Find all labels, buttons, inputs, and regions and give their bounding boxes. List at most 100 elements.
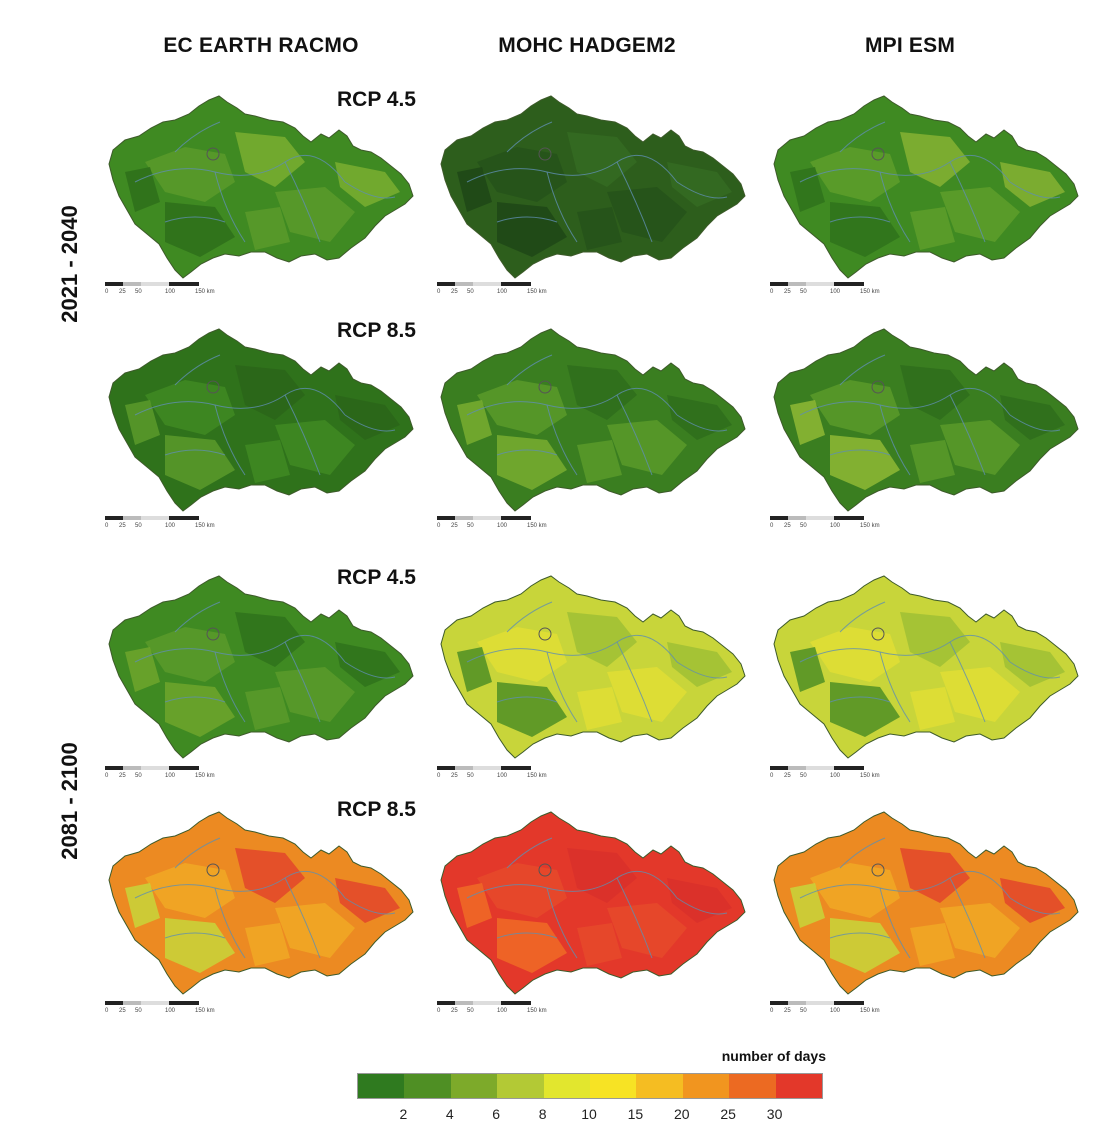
scale-bar: 0 25 50 100 150 km <box>437 282 577 302</box>
river-line <box>344 414 396 432</box>
scale-bar: 0 25 50 100 150 km <box>437 766 577 786</box>
scale-bar-label: 150 km <box>860 523 880 529</box>
value-region <box>940 420 1020 475</box>
scale-bar-label: 100 <box>497 289 508 295</box>
scale-bar-segment <box>770 766 788 770</box>
scale-bar-segment <box>105 766 123 770</box>
value-region <box>577 440 622 483</box>
value-region <box>235 612 305 667</box>
scale-bar-label: 100 <box>165 773 176 779</box>
value-region <box>497 435 567 490</box>
czech-map-svg <box>108 575 414 759</box>
scale-bar-label: 0 <box>770 289 774 295</box>
river-line <box>344 661 396 679</box>
scale-bar-segment <box>437 766 455 770</box>
river-line <box>214 171 246 243</box>
value-region <box>165 918 235 973</box>
value-region <box>335 878 400 923</box>
scale-bar-segment <box>788 516 806 520</box>
river-line <box>546 651 578 723</box>
value-region <box>245 687 290 730</box>
river-line <box>949 161 986 243</box>
value-region <box>245 440 290 483</box>
river-line <box>174 837 221 869</box>
value-region <box>497 918 567 973</box>
czech-map-svg <box>773 575 1079 759</box>
river-line <box>284 641 321 723</box>
scale-bar-label: 150 km <box>195 289 215 295</box>
value-region <box>567 132 637 187</box>
value-region <box>235 365 305 420</box>
river-line <box>466 870 678 899</box>
scale-bar-label: 25 <box>119 773 126 779</box>
river-line <box>506 837 553 869</box>
scale-bar-label: 50 <box>800 289 807 295</box>
border-line <box>773 95 1079 279</box>
city-marker <box>206 627 220 641</box>
city-marker <box>206 147 220 161</box>
value-region <box>910 923 955 966</box>
value-region <box>667 642 732 687</box>
scale-bar-label: 25 <box>119 1008 126 1014</box>
value-region <box>457 400 492 445</box>
river-line <box>164 932 226 939</box>
city-marker <box>871 627 885 641</box>
river-line <box>506 121 553 153</box>
legend-swatch <box>450 1074 498 1098</box>
river-line <box>496 216 558 223</box>
czech-map-svg <box>108 328 414 512</box>
river-line <box>214 404 246 476</box>
value-region <box>567 365 637 420</box>
scale-bar-segment <box>788 1001 806 1005</box>
river-line <box>829 932 891 939</box>
river-line <box>676 897 728 915</box>
czech-map-svg <box>440 811 746 995</box>
value-region <box>145 627 235 682</box>
map-1-1 <box>105 92 417 292</box>
map-4-1 <box>105 808 417 1008</box>
river-line <box>879 887 911 959</box>
period-label-2081-2100: 2081 - 2100 <box>57 742 82 860</box>
river-line <box>879 171 911 243</box>
scale-bar-label: 50 <box>467 1008 474 1014</box>
scale-bar-segment <box>123 282 141 286</box>
czech-map-svg <box>440 575 746 759</box>
value-region <box>940 903 1020 958</box>
scale-bar-segment <box>141 516 169 520</box>
scale-bar-label: 50 <box>135 773 142 779</box>
scale-bar-label: 150 km <box>195 523 215 529</box>
scale-bar-label: 100 <box>830 289 841 295</box>
legend-tick-label: 2 <box>399 1106 408 1122</box>
value-region <box>1000 878 1065 923</box>
river-line <box>344 181 396 199</box>
legend-tick-label: 6 <box>492 1106 501 1122</box>
scale-bar-segment <box>141 1001 169 1005</box>
value-region <box>125 167 160 212</box>
scale-bar-label: 150 km <box>860 1008 880 1014</box>
scale-bar-label: 0 <box>437 523 441 529</box>
legend-tick-label: 15 <box>627 1106 644 1122</box>
value-region <box>667 878 732 923</box>
scale-bar-segment <box>455 1001 473 1005</box>
scale-bar-label: 50 <box>467 773 474 779</box>
border-line <box>108 575 414 759</box>
value-region <box>900 365 970 420</box>
scale-bar-segment <box>834 766 864 770</box>
legend-swatch <box>775 1074 823 1098</box>
river-line <box>839 121 886 153</box>
border-line <box>440 95 746 279</box>
value-region <box>810 627 900 682</box>
scale-bar-label: 25 <box>784 289 791 295</box>
river-line <box>134 870 346 899</box>
legend-title: number of days <box>721 1048 826 1064</box>
value-region <box>145 147 235 202</box>
value-region <box>667 395 732 440</box>
scale-bar-segment <box>437 1001 455 1005</box>
value-region <box>810 380 900 435</box>
value-region <box>235 132 305 187</box>
scale-bar-segment <box>834 516 864 520</box>
value-region <box>335 642 400 687</box>
scale-bar: 0 25 50 100 150 km <box>105 1001 245 1021</box>
value-region <box>1000 162 1065 207</box>
value-region <box>457 883 492 928</box>
